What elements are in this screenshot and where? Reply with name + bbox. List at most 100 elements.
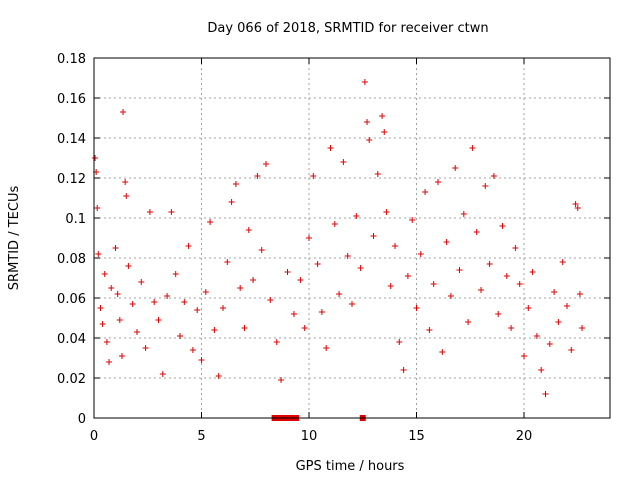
data-point	[490, 173, 497, 179]
y-tick-label: 0.08	[57, 252, 86, 267]
data-point	[258, 247, 265, 253]
x-tick-label: 0	[90, 429, 98, 444]
data-point	[572, 201, 579, 207]
x-axis-label: GPS time / hours	[296, 459, 405, 474]
data-point	[495, 311, 502, 317]
data-point	[430, 281, 437, 287]
data-point	[499, 223, 506, 229]
data-point	[525, 305, 532, 311]
data-point	[159, 371, 166, 377]
x-tick-label: 10	[301, 429, 318, 444]
data-point	[381, 129, 388, 135]
data-point	[383, 209, 390, 215]
data-point	[344, 253, 351, 259]
data-point	[306, 235, 312, 241]
data-point	[273, 339, 280, 345]
grid-lines	[94, 58, 610, 418]
data-point	[361, 79, 368, 85]
data-point	[138, 279, 145, 285]
data-point	[168, 209, 175, 215]
data-point	[106, 359, 113, 365]
data-point	[99, 321, 106, 327]
data-point	[125, 263, 132, 269]
data-point	[103, 339, 110, 345]
data-point	[574, 205, 581, 211]
data-point	[413, 305, 420, 311]
y-tick-label: 0.18	[57, 52, 86, 67]
data-point	[374, 171, 381, 177]
data-point	[146, 209, 153, 215]
data-point	[284, 269, 291, 275]
data-point	[95, 251, 102, 257]
data-point	[396, 339, 403, 345]
data-point	[211, 327, 218, 333]
data-point	[207, 219, 214, 225]
data-point	[576, 291, 583, 297]
data-point	[108, 285, 115, 291]
data-point	[232, 181, 239, 187]
data-point	[546, 341, 553, 347]
data-point	[220, 305, 226, 311]
data-point	[512, 245, 519, 251]
y-tick-label: 0.14	[57, 132, 86, 147]
data-point	[473, 229, 480, 235]
data-point	[400, 367, 407, 373]
data-point	[164, 293, 171, 299]
data-point	[559, 259, 566, 265]
data-point	[426, 327, 433, 333]
data-point	[101, 271, 108, 277]
axis-ticks	[93, 57, 610, 419]
data-point	[245, 227, 252, 233]
y-tick-label: 0.06	[57, 292, 86, 307]
data-point	[486, 261, 493, 267]
y-tick-label: 0.02	[57, 372, 86, 387]
data-point	[129, 301, 136, 307]
data-point	[323, 345, 330, 351]
data-point	[349, 301, 355, 307]
data-point	[417, 251, 424, 257]
data-point	[529, 269, 536, 275]
data-point	[439, 349, 446, 355]
data-point	[189, 347, 196, 353]
y-tick-label: 0.1	[65, 212, 86, 227]
data-point	[409, 217, 416, 223]
chart-title: Day 066 of 2018, SRMTID for receiver ctw…	[207, 21, 488, 36]
x-tick-labels: 0 5 10 15 20	[90, 429, 532, 444]
data-point	[237, 285, 244, 291]
data-point	[142, 345, 149, 351]
y-tick-labels: 0 0.02 0.04 0.06 0.08 0.1 0.12 0.14 0.16 0.18	[57, 52, 86, 427]
data-point	[250, 277, 257, 283]
y-tick-label: 0.04	[57, 332, 86, 347]
x-tick-label: 5	[197, 429, 205, 444]
data-point	[387, 283, 394, 289]
data-point	[555, 319, 562, 325]
data-point	[521, 353, 527, 359]
x-tick-label: 15	[408, 429, 425, 444]
data-point	[435, 179, 441, 185]
data-point	[370, 233, 377, 239]
data-point	[336, 291, 343, 297]
data-point	[134, 329, 140, 335]
data-point	[215, 373, 222, 379]
data-point	[267, 297, 274, 303]
data-point	[290, 311, 297, 317]
y-tick-label: 0.12	[57, 172, 86, 187]
data-point	[241, 325, 248, 331]
data-point	[452, 165, 459, 171]
y-tick-label: 0	[78, 412, 86, 427]
data-point	[122, 179, 129, 185]
data-point	[340, 159, 347, 165]
data-point	[469, 145, 476, 151]
data-point	[263, 161, 269, 167]
data-point	[120, 109, 127, 115]
data-point	[314, 261, 321, 267]
data-point	[114, 291, 121, 297]
data-points	[92, 79, 586, 421]
data-point	[194, 307, 201, 313]
data-point	[228, 199, 235, 205]
data-point	[185, 243, 192, 249]
y-tick-label: 0.16	[57, 92, 86, 107]
data-point	[92, 155, 99, 161]
data-point	[542, 391, 549, 397]
